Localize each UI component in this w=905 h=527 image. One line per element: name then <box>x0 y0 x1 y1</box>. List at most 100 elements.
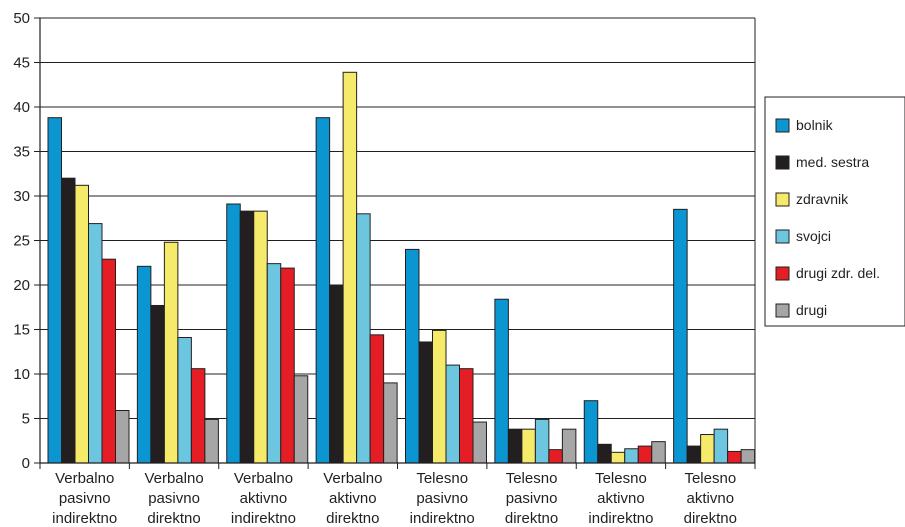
x-category-label: pasivno <box>416 490 468 507</box>
x-category-label: aktivno <box>687 490 735 507</box>
y-tick-label: 40 <box>13 99 30 116</box>
bars <box>47 71 756 464</box>
y-tick-label: 45 <box>13 55 30 72</box>
x-category-label: direktno <box>505 510 558 527</box>
x-category-label: Verbalno <box>323 470 382 487</box>
bar <box>369 334 385 464</box>
bar <box>651 441 666 464</box>
x-category-label: direktno <box>147 510 200 527</box>
bar <box>383 382 398 464</box>
bar <box>190 368 206 464</box>
x-axis-labels: Verbalno pasivno indirektno Verbalno pasivno… <box>52 470 737 527</box>
bar <box>136 265 152 464</box>
y-tick-label: 30 <box>13 188 30 205</box>
y-tick-label: 5 <box>22 411 30 428</box>
bar <box>521 428 536 464</box>
legend-swatch <box>775 118 790 133</box>
bar <box>315 117 331 464</box>
bar <box>342 71 358 464</box>
bar <box>472 421 487 464</box>
bar <box>418 341 433 464</box>
legend-label: bolnik <box>796 117 834 133</box>
bar <box>280 267 295 464</box>
bar <box>356 213 371 464</box>
bar <box>583 400 599 464</box>
x-category-label: pasivno <box>506 490 558 507</box>
x-category-label: pasivno <box>59 490 111 507</box>
bar <box>61 177 76 464</box>
x-category-label: Verbalno <box>144 470 203 487</box>
legend-swatch <box>775 266 790 281</box>
bar <box>253 210 268 464</box>
legend-swatch <box>775 229 790 244</box>
bar <box>293 375 309 464</box>
bar <box>561 428 577 464</box>
y-tick-label: 0 <box>22 455 30 472</box>
bar <box>459 368 474 464</box>
x-category-label: direktno <box>326 510 379 527</box>
y-tick-label: 50 <box>13 10 30 27</box>
x-category-label: indirektno <box>231 510 296 527</box>
bar <box>329 284 344 464</box>
y-tick-label: 25 <box>13 233 30 250</box>
bar <box>74 184 89 464</box>
legend-label: med. sestra <box>796 154 869 170</box>
bar <box>88 223 103 464</box>
x-category-label: direktno <box>684 510 737 527</box>
bar <box>624 448 639 464</box>
bar <box>548 449 563 464</box>
bar <box>686 445 702 464</box>
bar <box>637 445 653 464</box>
x-category-label: Telesno <box>595 470 647 487</box>
x-category-label: Telesno <box>684 470 736 487</box>
legend-swatch <box>775 192 790 207</box>
legend-label: drugi zdr. del. <box>796 265 880 281</box>
bar <box>432 329 447 464</box>
bar <box>204 418 219 464</box>
legend-box <box>764 96 905 327</box>
bar <box>115 409 130 464</box>
bar <box>239 210 255 464</box>
y-tick-label: 10 <box>13 366 30 383</box>
bar <box>494 298 509 464</box>
x-category-label: indirektno <box>52 510 117 527</box>
bar <box>177 337 192 464</box>
legend-label: svojci <box>796 228 831 244</box>
bar <box>150 304 165 464</box>
bar <box>700 434 715 464</box>
bar <box>507 428 523 464</box>
y-tick-label: 35 <box>13 144 30 161</box>
x-category-label: indirektno <box>588 510 653 527</box>
legend: bolnik med. sestra zdravnik svojci drugi zdr… <box>764 96 905 327</box>
y-tick-label: 20 <box>13 277 30 294</box>
x-category-label: Verbalno <box>234 470 293 487</box>
legend-swatch <box>775 303 790 318</box>
x-category-label: Telesno <box>416 470 468 487</box>
x-category-label: aktivno <box>240 490 288 507</box>
bar <box>226 203 241 464</box>
bar <box>47 117 62 464</box>
x-category-label: Telesno <box>506 470 558 487</box>
bar <box>534 418 550 464</box>
y-axis-ticks: 0 5 10 15 20 25 30 35 40 45 50 <box>13 10 40 472</box>
x-category-label: Verbalno <box>55 470 114 487</box>
bar <box>163 241 179 464</box>
y-tick-label: 15 <box>13 322 30 339</box>
x-category-label: aktivno <box>329 490 377 507</box>
legend-label: zdravnik <box>796 191 849 207</box>
bar <box>101 258 116 464</box>
legend-swatch <box>775 155 790 170</box>
bar <box>713 428 729 464</box>
x-category-label: pasivno <box>148 490 200 507</box>
bar <box>727 450 742 464</box>
bar <box>405 248 420 464</box>
legend-label: drugi <box>796 302 827 318</box>
bar <box>740 449 756 464</box>
bar <box>673 208 688 464</box>
bar <box>445 364 460 464</box>
x-category-label: aktivno <box>597 490 645 507</box>
bar <box>266 263 282 464</box>
axes <box>39 18 756 469</box>
bar <box>610 451 626 464</box>
